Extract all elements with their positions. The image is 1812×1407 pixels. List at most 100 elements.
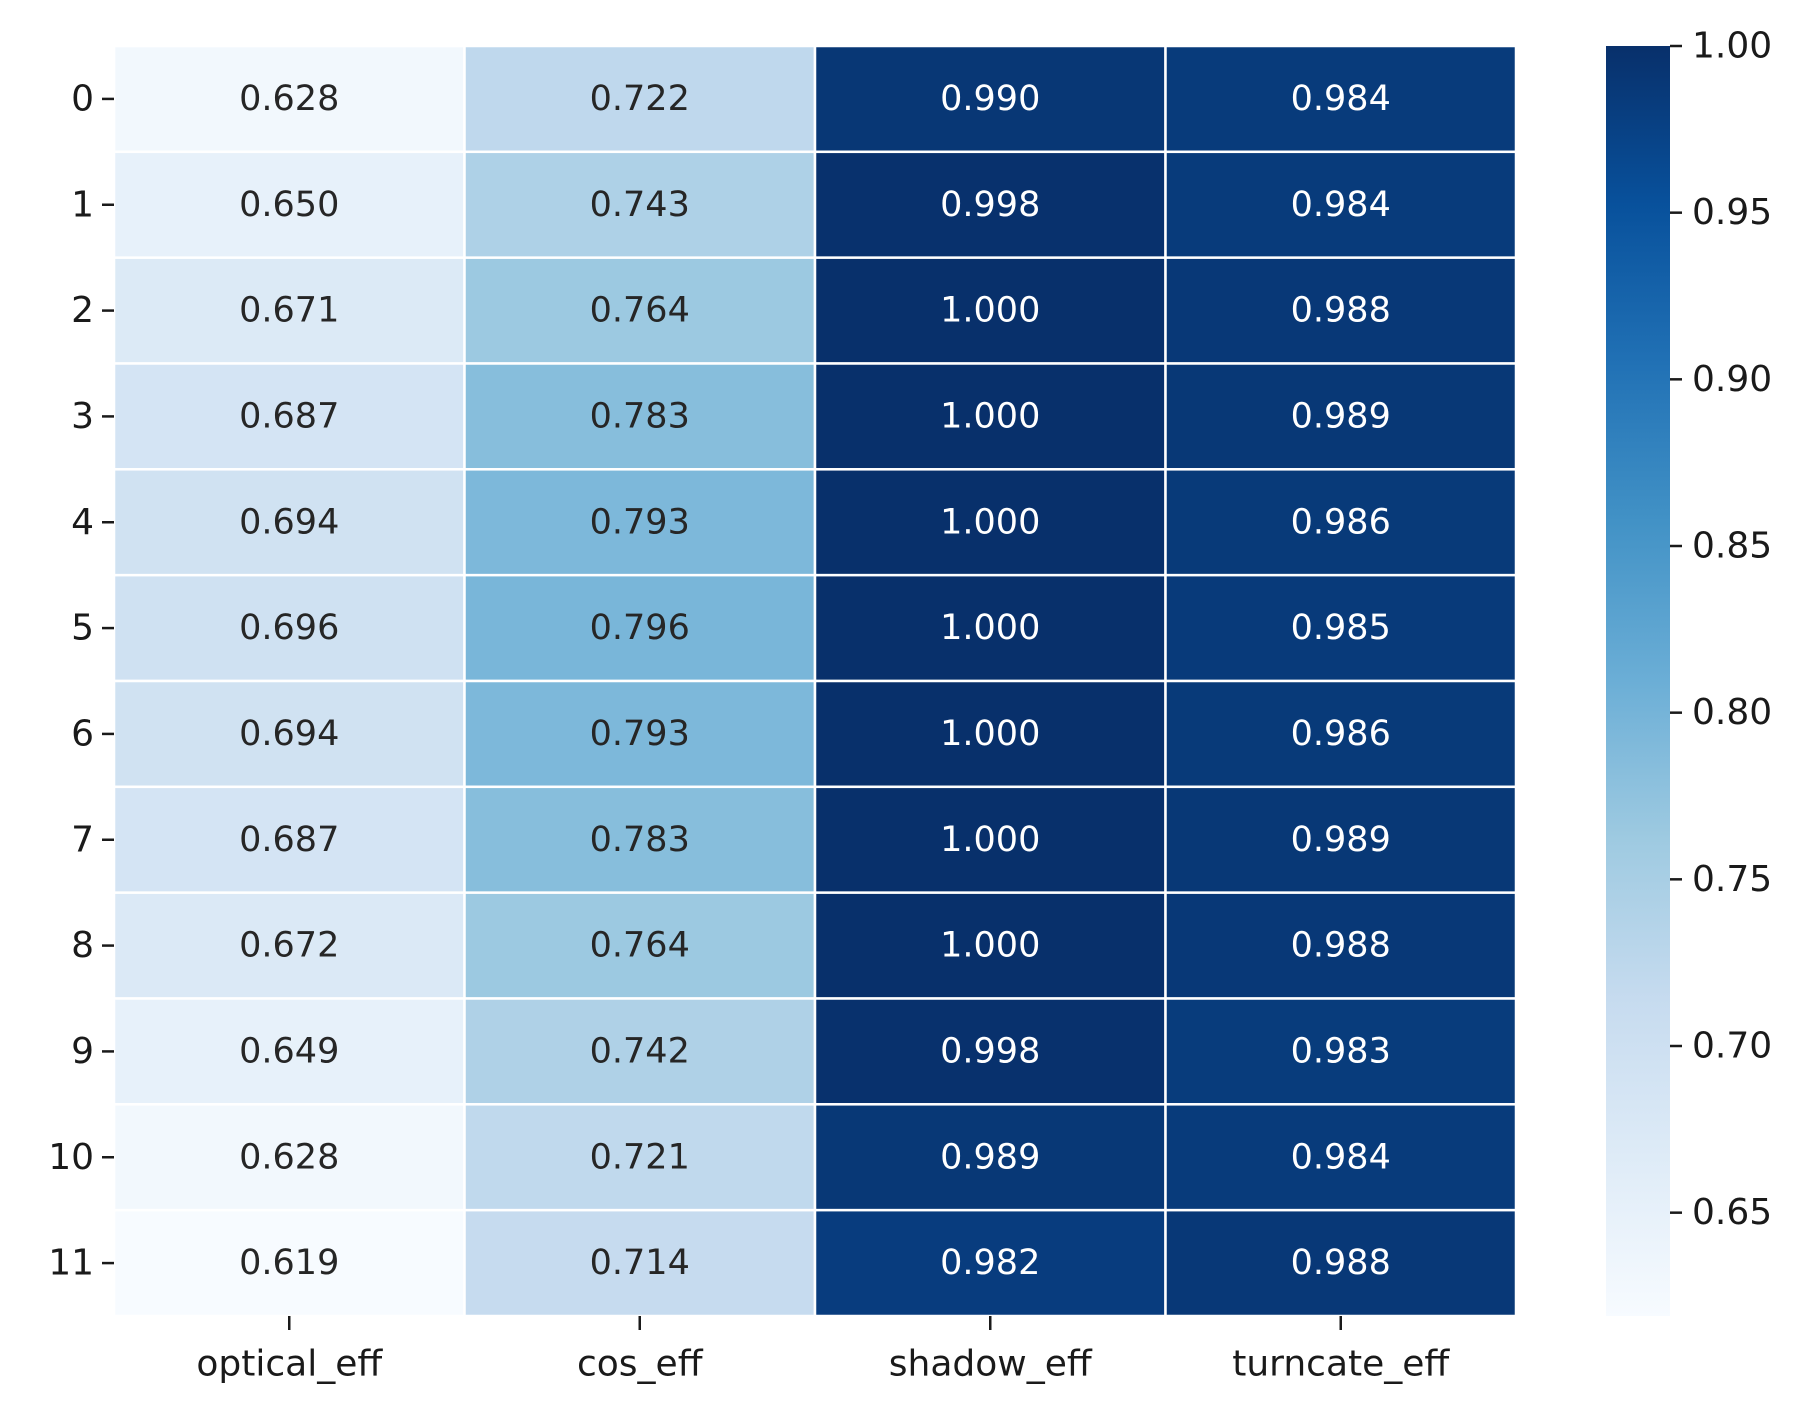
cell-value-label: 0.687 [239, 820, 339, 860]
cell-value-label: 0.986 [1291, 502, 1391, 542]
cell-value-label: 1.000 [940, 714, 1040, 754]
heatmap-cell [1164, 256, 1518, 365]
heatmap-cell [1164, 362, 1518, 471]
cell-value-label: 0.696 [239, 608, 339, 648]
cell-value-label: 0.984 [1291, 79, 1391, 119]
cell-value-label: 0.650 [239, 185, 339, 225]
column-tick-label: turncate_eff [1232, 1344, 1450, 1385]
heatmap-cell [463, 362, 817, 471]
cell-value-label: 0.628 [239, 79, 339, 119]
heatmap-cell [463, 468, 817, 577]
cell-value-label: 0.988 [1291, 926, 1391, 966]
cell-value-label: 0.984 [1291, 1137, 1391, 1177]
heatmap-cell [1164, 891, 1518, 1000]
heatmap-cell [463, 150, 817, 259]
colorbar: 0.65 0.70 0.75 0.80 0.85 0.90 0.95 1.00 [1606, 26, 1772, 1316]
heatmap-cells: 0.628 0.722 0.990 0.984 0.650 0.743 0.998 0.984… [112, 44, 1518, 1318]
cell-value-label: 0.990 [940, 79, 1040, 119]
cell-value-label: 0.628 [239, 1137, 339, 1177]
cell-value-label: 1.000 [940, 502, 1040, 542]
column-tick-label: cos_eff [577, 1344, 704, 1385]
heatmap-cell [1164, 468, 1518, 577]
heatmap-cell [112, 997, 466, 1106]
cell-value-label: 0.694 [239, 714, 339, 754]
cell-value-label: 0.619 [239, 1243, 339, 1283]
row-tick-label: 9 [71, 1031, 94, 1072]
heatmap-cell [463, 997, 817, 1106]
cell-value-label: 0.783 [590, 396, 690, 436]
heatmap-cell [1164, 44, 1518, 154]
cell-value-label: 0.989 [1291, 396, 1391, 436]
cell-value-label: 0.983 [1291, 1031, 1391, 1071]
heatmap-cell [1164, 573, 1518, 683]
cell-value-label: 0.989 [940, 1137, 1040, 1177]
cell-value-label: 0.714 [590, 1243, 690, 1283]
heatmap-cell [1164, 679, 1518, 789]
colorbar-tick-label: 0.65 [1692, 1192, 1772, 1233]
cell-value-label: 0.988 [1291, 1243, 1391, 1283]
row-tick-label: 0 [71, 78, 94, 119]
row-tick-labels: 0 1 2 3 4 5 6 7 8 9 10 11 [48, 78, 114, 1284]
cell-value-label: 0.742 [590, 1031, 690, 1071]
cell-value-label: 0.649 [239, 1031, 339, 1071]
heatmap-cell [112, 679, 466, 789]
column-tick-label: optical_eff [196, 1344, 383, 1385]
colorbar-tick-label: 0.80 [1692, 692, 1772, 733]
heatmap-cell [112, 785, 466, 894]
heatmap-cell [813, 573, 1167, 683]
row-tick-label: 11 [48, 1243, 94, 1284]
cell-value-label: 0.793 [590, 502, 690, 542]
cell-value-label: 0.988 [1291, 291, 1391, 331]
row-tick-label: 3 [71, 396, 94, 437]
row-tick-label: 10 [48, 1137, 94, 1178]
heatmap-cell [463, 573, 817, 683]
row-tick-label: 8 [71, 925, 94, 966]
heatmap-cell [1164, 150, 1518, 259]
cell-value-label: 0.985 [1291, 608, 1391, 648]
cell-value-label: 0.721 [590, 1137, 690, 1177]
colorbar-tick-label: 0.90 [1692, 359, 1772, 400]
column-tick-labels: optical_eff cos_eff shadow_eff turncate_eff [196, 1316, 1450, 1385]
cell-value-label: 0.998 [940, 1031, 1040, 1071]
heatmap-cell [813, 1103, 1167, 1212]
heatmap-cell [1164, 1208, 1518, 1318]
heatmap-cell [112, 573, 466, 683]
row-tick-label: 1 [71, 184, 94, 225]
cell-value-label: 0.764 [590, 926, 690, 966]
column-tick-label: shadow_eff [889, 1344, 1093, 1385]
row-tick-label: 2 [71, 290, 94, 331]
cell-value-label: 0.989 [1291, 820, 1391, 860]
heatmap-cell [1164, 1103, 1518, 1212]
heatmap-cell [463, 44, 817, 154]
row-tick-label: 7 [71, 819, 94, 860]
heatmap-cell [813, 997, 1167, 1106]
cell-value-label: 0.672 [239, 926, 339, 966]
cell-value-label: 0.694 [239, 502, 339, 542]
cell-value-label: 0.982 [940, 1243, 1040, 1283]
cell-value-label: 1.000 [940, 291, 1040, 331]
heatmap-cell [463, 1208, 817, 1318]
cell-value-label: 0.671 [239, 291, 339, 331]
colorbar-tick-label: 0.70 [1692, 1026, 1772, 1067]
cell-value-label: 0.764 [590, 291, 690, 331]
cell-value-label: 0.687 [239, 396, 339, 436]
colorbar-gradient [1606, 46, 1670, 1316]
heatmap-cell [463, 256, 817, 365]
cell-value-label: 1.000 [940, 396, 1040, 436]
heatmap-cell [1164, 997, 1518, 1106]
cell-value-label: 0.722 [590, 79, 690, 119]
cell-value-label: 1.000 [940, 608, 1040, 648]
colorbar-tick-label: 0.95 [1692, 192, 1772, 233]
heatmap-cell [813, 44, 1167, 154]
colorbar-tick-label: 1.00 [1692, 26, 1772, 67]
heatmap-cell [463, 1103, 817, 1212]
heatmap-cell [813, 468, 1167, 577]
cell-value-label: 0.984 [1291, 185, 1391, 225]
colorbar-tick-label: 0.85 [1692, 526, 1772, 567]
cell-value-label: 1.000 [940, 926, 1040, 966]
cell-value-label: 0.793 [590, 714, 690, 754]
heatmap-cell [112, 1208, 466, 1318]
cell-value-label: 0.998 [940, 185, 1040, 225]
cell-value-label: 1.000 [940, 820, 1040, 860]
